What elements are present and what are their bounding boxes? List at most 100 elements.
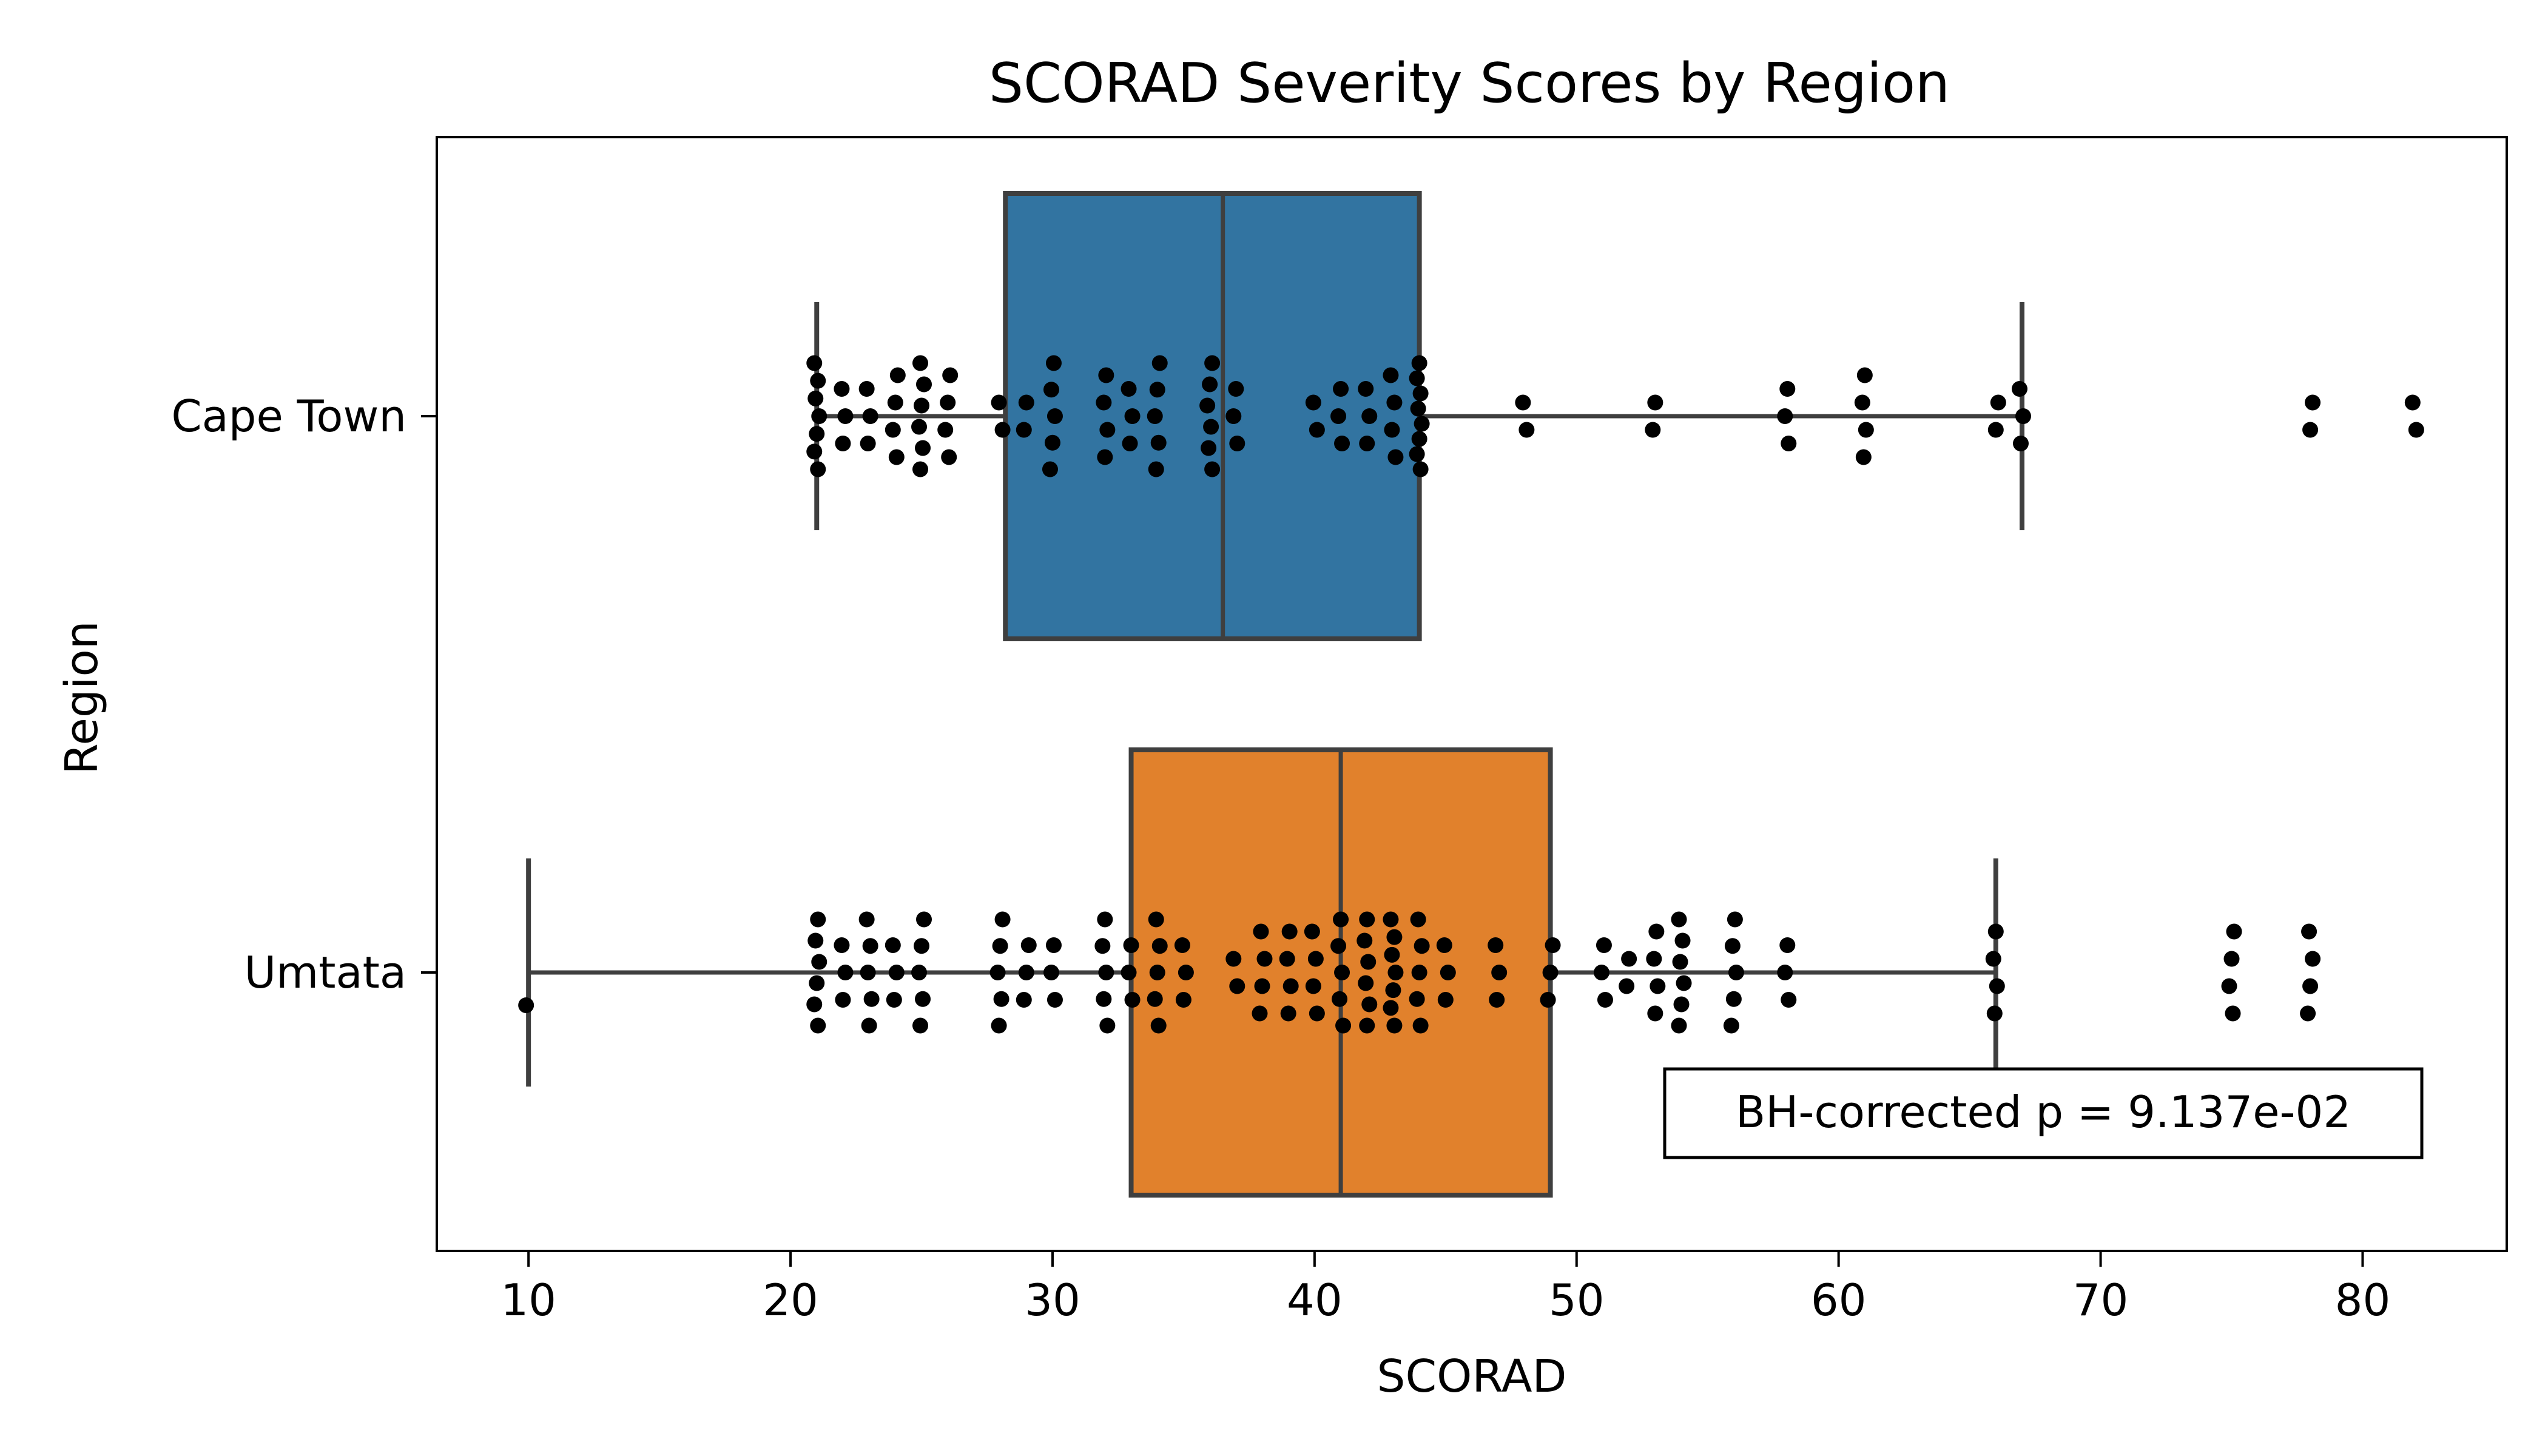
annotation-text: BH-corrected p = 9.137e-02: [1736, 1087, 2351, 1138]
points-umtata: [518, 911, 2321, 1034]
data-point: [912, 355, 929, 371]
data-point: [1121, 381, 1137, 397]
data-point: [2301, 923, 2317, 940]
data-point: [1280, 1005, 1296, 1022]
data-point: [1147, 408, 1163, 424]
data-point: [912, 1017, 929, 1034]
data-point: [888, 965, 905, 980]
data-point: [887, 394, 903, 411]
data-point: [1148, 461, 1164, 477]
points-cape-town: [806, 355, 2424, 477]
data-point: [1540, 992, 1556, 1008]
data-point: [810, 372, 826, 389]
data-point: [1858, 422, 1874, 438]
data-point: [810, 461, 826, 477]
data-point: [1204, 355, 1221, 371]
data-point: [1361, 408, 1378, 424]
data-point: [940, 394, 956, 411]
data-point: [2223, 951, 2240, 967]
data-point: [2300, 1005, 2316, 1022]
data-point: [993, 991, 1009, 1007]
y-tick-label: Cape Town: [171, 391, 406, 442]
data-point: [807, 932, 824, 949]
data-point: [1987, 923, 2004, 940]
data-point: [1256, 951, 1273, 967]
data-point: [1043, 965, 1059, 980]
box-plots: [526, 191, 2024, 1198]
plot-frame: [436, 136, 2508, 1252]
data-point: [1334, 436, 1350, 451]
data-point: [1647, 394, 1663, 411]
data-point: [1357, 932, 1373, 949]
x-axis-label: SCORAD: [1377, 1350, 1567, 1403]
data-point: [1723, 1017, 1739, 1034]
data-point: [1359, 436, 1375, 451]
data-point: [837, 965, 854, 980]
data-point: [1094, 938, 1111, 954]
data-point: [809, 975, 825, 991]
data-point: [1384, 422, 1400, 438]
x-tick-label: 50: [1549, 1275, 1605, 1326]
data-point: [1386, 394, 1403, 411]
data-point: [1387, 965, 1404, 980]
data-point: [1099, 1017, 1116, 1034]
y-tick-label: Umtata: [244, 947, 406, 998]
x-tick-label: 60: [1811, 1275, 1867, 1326]
chart-title: SCORAD Severity Scores by Region: [989, 52, 1950, 115]
data-point: [1387, 449, 1404, 465]
data-point: [1728, 965, 1744, 980]
data-point: [1671, 911, 1687, 928]
data-point: [806, 355, 823, 371]
data-point: [518, 997, 534, 1013]
data-point: [992, 938, 1008, 954]
data-point: [1854, 394, 1870, 411]
data-point: [1411, 355, 1427, 371]
data-point: [1042, 461, 1058, 477]
y-axis-label: Region: [56, 621, 108, 774]
data-point: [1987, 422, 2004, 438]
data-point: [1253, 923, 1269, 940]
data-point: [1150, 434, 1167, 451]
data-point: [1254, 978, 1270, 994]
data-point: [1122, 436, 1138, 451]
data-point: [1335, 1017, 1352, 1034]
data-point: [1229, 436, 1245, 451]
data-point: [1777, 965, 1793, 980]
x-tick-label: 20: [763, 1275, 818, 1326]
data-point: [916, 376, 932, 393]
iqr-box: [1003, 191, 1422, 641]
data-point: [861, 1017, 877, 1034]
data-point: [2305, 951, 2321, 967]
data-point: [1725, 991, 1742, 1007]
data-point: [1436, 937, 1452, 953]
data-point: [1674, 932, 1691, 949]
data-point: [1020, 937, 1037, 953]
data-point: [1175, 992, 1191, 1008]
data-point: [916, 911, 932, 928]
data-point: [835, 436, 851, 451]
data-point: [1671, 1017, 1687, 1034]
data-point: [2011, 381, 2027, 397]
data-point: [1412, 461, 1429, 477]
data-point: [1412, 385, 1429, 402]
data-point: [1330, 938, 1347, 954]
data-point: [1545, 937, 1561, 953]
data-point: [994, 422, 1011, 438]
x-tick-label: 40: [1287, 1275, 1343, 1326]
data-point: [1045, 937, 1062, 953]
data-point: [915, 440, 931, 456]
data-point: [1409, 370, 1425, 386]
data-point: [1229, 978, 1245, 994]
data-point: [1305, 978, 1321, 994]
data-point: [941, 449, 957, 465]
data-point: [858, 381, 875, 397]
data-point: [1124, 408, 1141, 424]
data-point: [888, 449, 905, 465]
data-point: [834, 937, 850, 953]
data-point: [1412, 1017, 1429, 1034]
x-tick-label: 80: [2335, 1275, 2391, 1326]
data-point: [1989, 978, 2005, 994]
data-point: [2225, 1005, 2241, 1022]
data-point: [1307, 951, 1324, 967]
